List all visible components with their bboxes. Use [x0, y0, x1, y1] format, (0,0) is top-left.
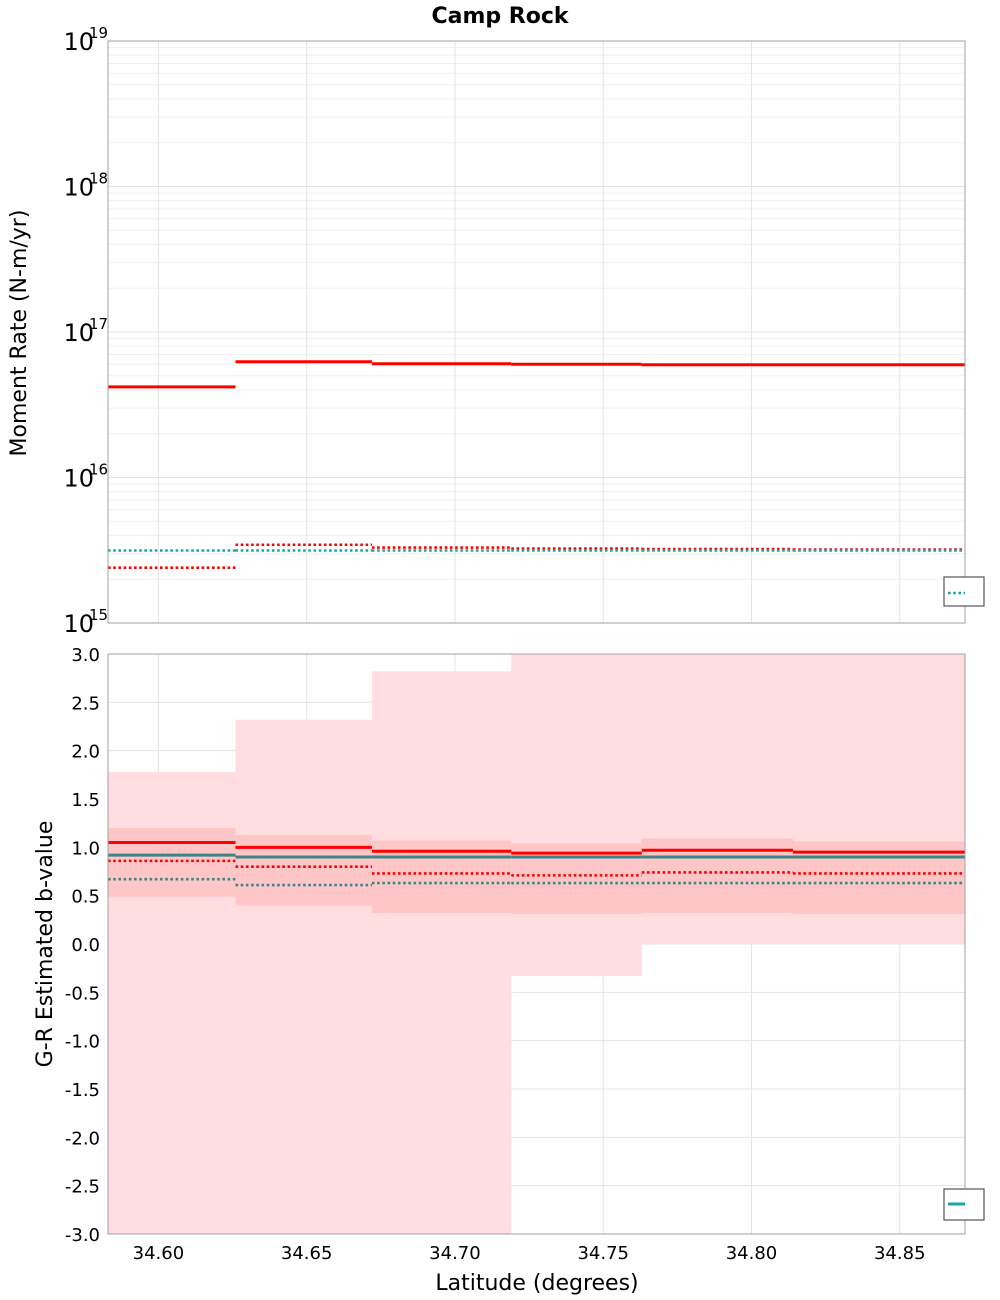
- top-legend-box: [943, 576, 985, 607]
- model-b-value-series: [108, 841, 965, 855]
- outer-band-segment: [371, 671, 512, 1234]
- inner-band-segment: [511, 843, 642, 915]
- bottom-y-tick-label: 2.5: [71, 693, 100, 714]
- outer-band-segment: [235, 719, 372, 1234]
- bottom-y-tick-label: -2.5: [65, 1177, 100, 1198]
- top-y-tick-base: 10: [63, 174, 94, 202]
- bottom-plot-frame: [107, 653, 966, 1235]
- bottom-y-tick-label: 2.0: [71, 742, 100, 763]
- top-y-tick-exponent: 18: [89, 170, 108, 188]
- target-b-value-alt-series: [108, 877, 965, 887]
- model-moment-rate-series: [108, 360, 965, 389]
- bottom-y-tick-label: -3.0: [65, 1225, 100, 1246]
- bottom-y-axis-label: G-R Estimated b-value: [33, 821, 58, 1068]
- x-tick-label: 34.85: [874, 1243, 926, 1264]
- inner-band-segment: [235, 834, 372, 906]
- bottom-y-tick-label: -1.5: [65, 1080, 100, 1101]
- b-value-panel: 3.0 2.5 2.0 1.5 1.0 0.5 0.0 -0.5 -1.0 -1.5 -2.0 -2.…: [65, 645, 985, 1264]
- bottom-y-tick-label: 3.0: [71, 645, 100, 666]
- x-tick-label: 34.65: [281, 1243, 333, 1264]
- x-tick-label: 34.80: [726, 1243, 778, 1264]
- top-y-tick-base: 10: [63, 319, 94, 347]
- target-b-value-series: [108, 853, 965, 859]
- bottom-y-tick-label: 1.5: [71, 790, 100, 811]
- bottom-y-tick-label: 0.5: [71, 887, 100, 908]
- model-b-value-alt-series: [108, 859, 965, 877]
- bottom-y-tick-label: -0.5: [65, 983, 100, 1004]
- top-y-tick-base: 10: [63, 610, 94, 638]
- top-y-tick-exponent: 17: [89, 315, 108, 333]
- x-tick-label: 34.70: [429, 1243, 481, 1264]
- top-y-axis-label: Moment Rate (N-m/yr): [7, 210, 32, 457]
- inner-band-segment: [108, 828, 236, 897]
- top-y-tick-exponent: 19: [89, 24, 108, 42]
- top-plot-frame: [107, 40, 966, 624]
- outer-band-segment: [511, 654, 642, 976]
- bottom-y-tick-label: -2.0: [65, 1128, 100, 1149]
- top-y-tick-exponent: 15: [89, 606, 108, 624]
- x-axis-label: Latitude (degrees): [435, 1271, 638, 1296]
- model-moment-rate-alt-series: [108, 543, 965, 569]
- top-y-tick-exponent: 16: [89, 461, 108, 479]
- top-y-tick-base: 10: [63, 28, 94, 56]
- bottom-y-tick-label: 0.0: [71, 935, 100, 956]
- bottom-y-tick-label: -1.0: [65, 1032, 100, 1053]
- x-tick-label: 34.75: [577, 1243, 629, 1264]
- bottom-y-tick-label: 1.0: [71, 838, 100, 859]
- chart-title: Camp Rock: [431, 4, 569, 29]
- top-y-tick-base: 10: [63, 465, 94, 493]
- x-tick-label: 34.60: [133, 1243, 185, 1264]
